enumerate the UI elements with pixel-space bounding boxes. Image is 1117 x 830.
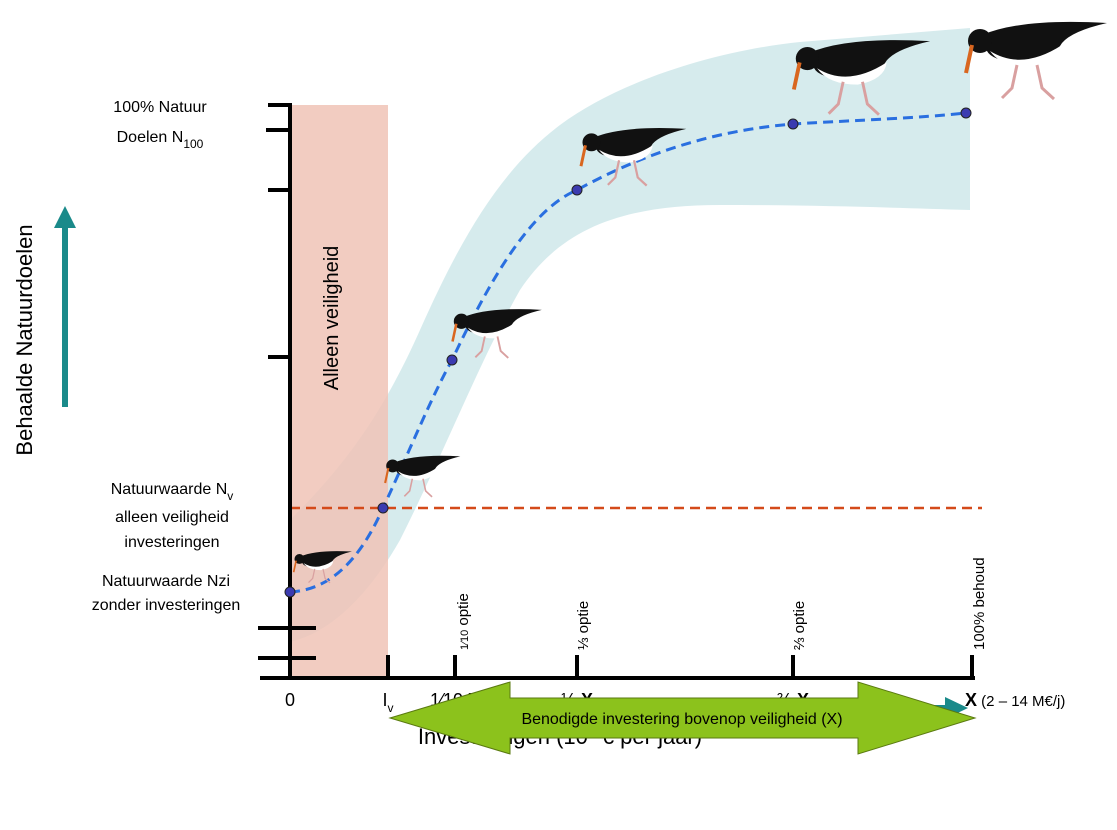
tick-label: X (2 – 14 M€/j) — [965, 690, 1065, 710]
option-label: 100% behoud — [971, 557, 988, 650]
label: investeringen — [124, 534, 219, 551]
safety-band — [290, 105, 388, 678]
y-labels: 100% Natuur Doelen N100 Natuurwaarde Nv … — [92, 99, 241, 614]
label: Natuurwaarde N — [111, 481, 228, 498]
label: 100% Natuur — [113, 99, 207, 116]
subscript: 100 — [183, 137, 203, 151]
diagram: Alleen veiligheid Behaalde Natuurdoelen … — [0, 0, 1117, 830]
label: X — [965, 690, 977, 710]
label: Natuurwaarde Nv — [111, 481, 234, 503]
label: optie — [455, 593, 472, 630]
band-label: Alleen veiligheid — [321, 246, 343, 391]
label: zonder investeringen — [92, 597, 241, 614]
tick-label: 0 — [285, 690, 295, 710]
option-label: ⅔ optie — [791, 601, 808, 650]
option-label: ⅓ optie — [575, 601, 592, 650]
y-axis-label: Behaalde Natuurdoelen — [12, 224, 37, 455]
label: Natuurwaarde Nzi — [102, 573, 230, 590]
label: 1⁄10 — [459, 630, 471, 650]
option-label: 1⁄10 optie — [455, 593, 472, 650]
label: Doelen N — [117, 129, 184, 146]
tick-label: Iv — [382, 690, 393, 715]
option-labels: 1⁄10 optie ⅓ optie ⅔ optie 100% behoud — [455, 557, 988, 650]
subscript: v — [227, 489, 233, 503]
label: alleen veiligheid — [115, 509, 229, 526]
label: Doelen N100 — [117, 129, 204, 151]
arrow-label: Benodigde investering bovenop veiligheid… — [521, 711, 842, 728]
teal-band — [290, 28, 970, 642]
label: (2 – 14 M€/j) — [977, 693, 1065, 710]
subscript: v — [388, 701, 394, 715]
